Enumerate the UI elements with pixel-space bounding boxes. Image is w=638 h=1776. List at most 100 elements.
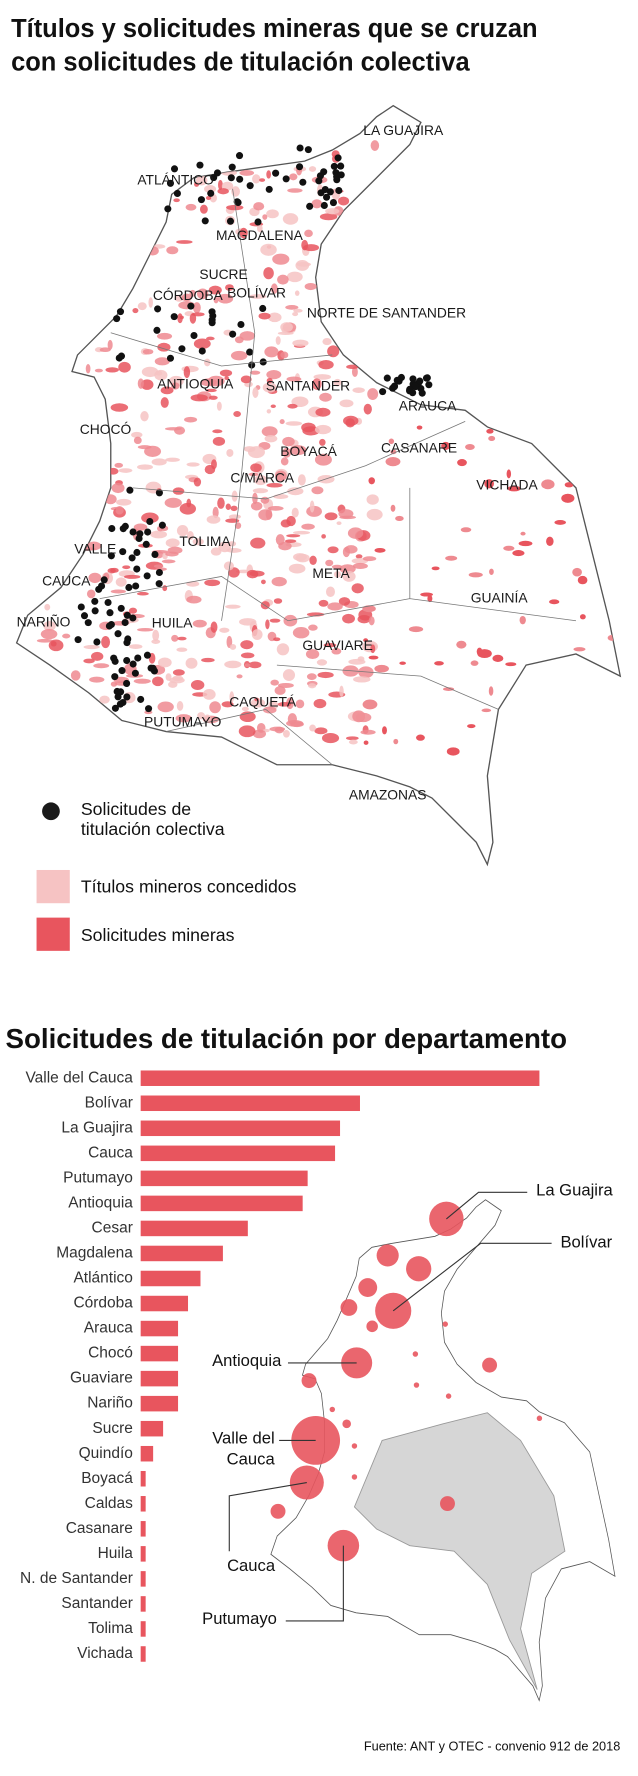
mining-area xyxy=(153,564,164,568)
map-title: con solicitudes de titulación colectiva xyxy=(11,48,470,76)
mining-area xyxy=(324,512,338,521)
collective-request-dot xyxy=(296,163,304,171)
map-label: MAGDALENA xyxy=(216,227,304,243)
collective-request-dot xyxy=(254,218,262,226)
bubble xyxy=(440,1496,455,1512)
y-tick-label: Atlántico xyxy=(73,1270,132,1287)
bar xyxy=(140,1270,201,1287)
collective-request-dot xyxy=(137,695,145,703)
bubble xyxy=(301,1373,317,1389)
bar xyxy=(140,1596,146,1612)
mining-area xyxy=(225,284,234,291)
mining-area xyxy=(363,403,372,415)
y-tick-label: Guaviare xyxy=(70,1370,133,1387)
map-label: CAQUETÁ xyxy=(229,693,297,709)
collective-request-dot xyxy=(320,201,328,209)
mining-area xyxy=(189,289,196,297)
collective-request-dot xyxy=(125,583,133,591)
mining-area xyxy=(193,338,211,350)
mining-area xyxy=(110,589,127,594)
mining-area xyxy=(314,727,328,735)
collective-request-dot xyxy=(98,582,106,590)
collective-request-dot xyxy=(111,657,119,665)
bubble xyxy=(327,1529,360,1562)
mining-area xyxy=(217,293,234,304)
source: Fuente: ANT y OTEC - convenio 912 de 201… xyxy=(364,1739,620,1754)
collective-request-dot xyxy=(164,205,172,213)
mining-area xyxy=(267,506,284,511)
mining-area xyxy=(311,199,323,209)
bubble xyxy=(376,1244,399,1267)
mining-area xyxy=(249,294,267,299)
collective-request-dot xyxy=(117,604,125,612)
mining-area xyxy=(93,663,110,669)
mining-area xyxy=(252,387,259,398)
mining-area xyxy=(229,691,235,703)
collective-request-dot xyxy=(123,679,131,687)
mining-area xyxy=(154,357,170,366)
collective-request-dot xyxy=(134,654,142,662)
mining-area xyxy=(266,377,273,384)
mining-area xyxy=(172,669,185,676)
y-tick-label: Quindío xyxy=(79,1445,133,1462)
mining-area xyxy=(314,424,332,435)
mining-area xyxy=(206,336,215,341)
mining-area xyxy=(267,312,282,323)
mining-area xyxy=(132,307,139,314)
mining-area xyxy=(460,527,472,533)
mining-area xyxy=(276,643,290,656)
collective-request-dot xyxy=(105,622,113,630)
mining-area xyxy=(286,534,301,538)
mining-area xyxy=(275,470,287,482)
collective-request-dot xyxy=(282,175,290,183)
mining-area xyxy=(270,404,276,408)
mining-area xyxy=(390,449,397,455)
bar xyxy=(140,1195,303,1212)
mining-area xyxy=(137,302,147,311)
bubble xyxy=(342,1419,351,1429)
mining-area xyxy=(224,376,229,381)
mining-area xyxy=(271,576,287,587)
mining-area xyxy=(338,597,351,606)
collective-request-dot xyxy=(259,304,267,313)
mining-area xyxy=(151,639,161,644)
mining-area xyxy=(484,479,494,489)
mining-area xyxy=(251,629,263,641)
y-tick-label: Córdoba xyxy=(73,1295,133,1312)
mining-area xyxy=(275,534,285,546)
mining-area xyxy=(157,701,174,713)
bar xyxy=(140,1245,223,1262)
mining-area xyxy=(262,214,268,220)
y-tick-label: Magdalena xyxy=(56,1245,133,1262)
mining-area xyxy=(292,627,310,639)
mining-area xyxy=(318,599,329,607)
collective-request-dot xyxy=(131,669,139,677)
collective-request-dot xyxy=(246,348,254,356)
collective-request-dot xyxy=(91,597,99,605)
bubble xyxy=(351,1474,358,1480)
mining-area xyxy=(140,411,149,422)
mining-area xyxy=(85,364,91,374)
mining-area xyxy=(223,561,234,571)
mining-area xyxy=(408,626,424,633)
collective-request-dot xyxy=(213,169,222,177)
collective-request-dot xyxy=(197,196,205,204)
mining-area xyxy=(393,738,399,745)
mining-area xyxy=(181,293,193,302)
collective-request-dot xyxy=(77,603,85,611)
bar xyxy=(140,1496,146,1512)
collective-request-dot xyxy=(143,651,151,659)
mining-area xyxy=(346,364,359,370)
mining-area xyxy=(88,572,102,584)
mining-area xyxy=(519,615,526,625)
map-label: ANTIOQUIA xyxy=(157,376,234,392)
collective-request-dot xyxy=(143,572,151,580)
collective-request-dot xyxy=(227,174,235,182)
mining-area xyxy=(250,501,263,511)
mining-area xyxy=(506,469,512,479)
mining-area xyxy=(280,457,289,466)
mining-area xyxy=(446,747,460,756)
legend-label: titulación colectiva xyxy=(81,819,225,839)
mining-area xyxy=(292,339,309,347)
collective-request-dot xyxy=(113,315,121,323)
